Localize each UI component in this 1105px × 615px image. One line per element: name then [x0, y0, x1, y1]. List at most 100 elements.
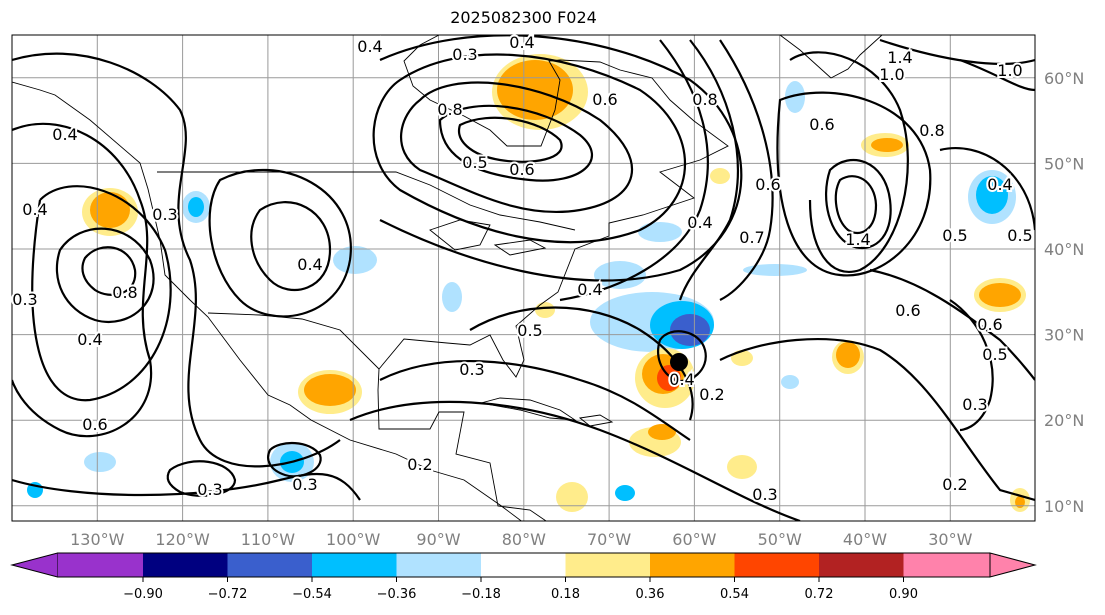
contour-label: 0.8 — [919, 121, 944, 140]
latitude-label: 40°N — [1044, 240, 1084, 259]
contour-label: 0.5 — [1007, 226, 1032, 245]
hispaniola-coast — [578, 414, 614, 427]
colorbar-outline — [57, 552, 990, 578]
longitude-label: 130°W — [70, 530, 125, 549]
orange-anomaly-area — [836, 342, 860, 368]
contour-label: 1.0 — [997, 61, 1022, 80]
contour-label: 0.6 — [509, 160, 534, 179]
red-anomaly-area — [657, 365, 681, 391]
contour-label: 0.4 — [297, 255, 322, 274]
colorbar-tick-label: 0.72 — [805, 587, 834, 602]
yellow-anomaly-area — [535, 302, 555, 318]
contour-lines — [12, 35, 1035, 521]
contour-label: 0.3 — [459, 360, 484, 379]
sky-blue-anomaly-area — [976, 176, 1008, 214]
light-blue-anomaly-area — [84, 452, 116, 472]
latitude-label: 20°N — [1044, 411, 1084, 430]
us-mexico-border — [207, 312, 380, 370]
colorbar-segment — [734, 553, 820, 577]
colorbar-segment — [57, 553, 143, 577]
longitude-labels: 130°W 120°W 110°W 100°W 90°W 80°W 70°W 60°W 50°W… — [70, 530, 972, 549]
us-canada-border — [157, 171, 576, 231]
latitude-label: 50°N — [1044, 154, 1084, 173]
gridlines — [12, 35, 1035, 521]
contour-label: 0.5 — [517, 321, 542, 340]
contour-label: 0.4 — [357, 37, 382, 56]
contour-label: 0.3 — [962, 395, 987, 414]
contour-label: 0.6 — [82, 415, 107, 434]
colorbar-extend-high — [989, 552, 1037, 578]
longitude-label: 50°W — [758, 530, 802, 549]
colorbar-tick-label: −0.18 — [461, 587, 501, 602]
orange-anomaly-area — [90, 192, 130, 228]
colorbar-tick-label: −0.72 — [208, 587, 248, 602]
latitude-label: 60°N — [1044, 69, 1084, 88]
colorbar-tick-label: −0.54 — [292, 587, 332, 602]
longitude-label: 110°W — [241, 530, 296, 549]
longitude-label: 30°W — [928, 530, 972, 549]
colorbar-segment — [396, 553, 482, 577]
contour-label: 1.4 — [845, 230, 870, 249]
royal-blue-anomaly-area — [670, 314, 710, 346]
orange-anomaly-area — [304, 374, 356, 406]
colorbar-tick-label: 0.54 — [720, 587, 749, 602]
contour-label: 0.4 — [77, 330, 102, 349]
colorbar-tick-label: 0.90 — [889, 587, 918, 602]
contour-label: 0.5 — [982, 345, 1007, 364]
contour-label: 0.8 — [437, 100, 462, 119]
north-america-coast — [12, 35, 729, 521]
longitude-label: 120°W — [155, 530, 210, 549]
orange-anomaly-area — [979, 283, 1021, 307]
contour-label: 0.4 — [669, 370, 694, 389]
contour-label: 0.6 — [895, 301, 920, 320]
contour-label: 0.4 — [577, 280, 602, 299]
contour-label: 0.8 — [692, 90, 717, 109]
colorbar-tick-label: −0.90 — [123, 587, 163, 602]
contour-label: 0.3 — [152, 205, 177, 224]
longitude-label: 80°W — [502, 530, 546, 549]
great-lakes — [429, 219, 547, 256]
colorbar-segment — [312, 553, 397, 577]
yellow-anomaly-area — [727, 455, 757, 479]
colorbar-tick-label: 0.36 — [636, 587, 665, 602]
orange-anomaly-area — [1015, 496, 1025, 508]
contour-label: 0.8 — [112, 283, 137, 302]
contour-label: 0.3 — [292, 475, 317, 494]
contour-label: 0.2 — [407, 455, 432, 474]
contour-label: 0.6 — [809, 115, 834, 134]
colorbar-tick-label: 0.18 — [551, 587, 580, 602]
storm-center-marker[interactable] — [670, 353, 688, 371]
longitude-label: 40°W — [843, 530, 887, 549]
orange-anomaly-area — [648, 424, 676, 440]
colorbar-segment — [650, 553, 735, 577]
map-frame — [11, 34, 1036, 522]
contour-label: 0.7 — [739, 228, 764, 247]
latitude-label: 10°N — [1044, 497, 1084, 516]
contour-label: 1.0 — [879, 65, 904, 84]
contour-label: 0.4 — [509, 33, 534, 52]
coastlines — [12, 35, 883, 521]
colorbar: −0.90 −0.72 −0.54 −0.36 −0.18 0.18 0.36 0.54 0.7… — [10, 552, 1037, 602]
colorbar-segment — [143, 553, 228, 577]
contour-label: 0.6 — [977, 315, 1002, 334]
yellow-anomaly-area — [710, 168, 730, 184]
colorbar-segment — [903, 553, 990, 577]
contour-label: 0.2 — [942, 475, 967, 494]
orange-anomaly-area — [871, 138, 903, 152]
contour-label: 0.5 — [942, 226, 967, 245]
yellow-anomaly-area — [731, 350, 753, 366]
contour-label: 0.3 — [752, 485, 777, 504]
colorbar-tick-label: −0.36 — [377, 587, 417, 602]
light-blue-anomaly-area — [743, 264, 807, 276]
contour-label: 0.4 — [52, 125, 77, 144]
contour-label: 0.3 — [12, 290, 37, 309]
contour-label: 0.6 — [592, 90, 617, 109]
longitude-label: 70°W — [587, 530, 631, 549]
contour-label: 0.3 — [197, 480, 222, 499]
yellow-anomaly-area — [556, 482, 588, 512]
contour-label: 0.6 — [755, 175, 780, 194]
contour-label: 0.4 — [987, 175, 1012, 194]
latitude-label: 30°N — [1044, 326, 1084, 345]
colorbar-segment — [227, 553, 313, 577]
